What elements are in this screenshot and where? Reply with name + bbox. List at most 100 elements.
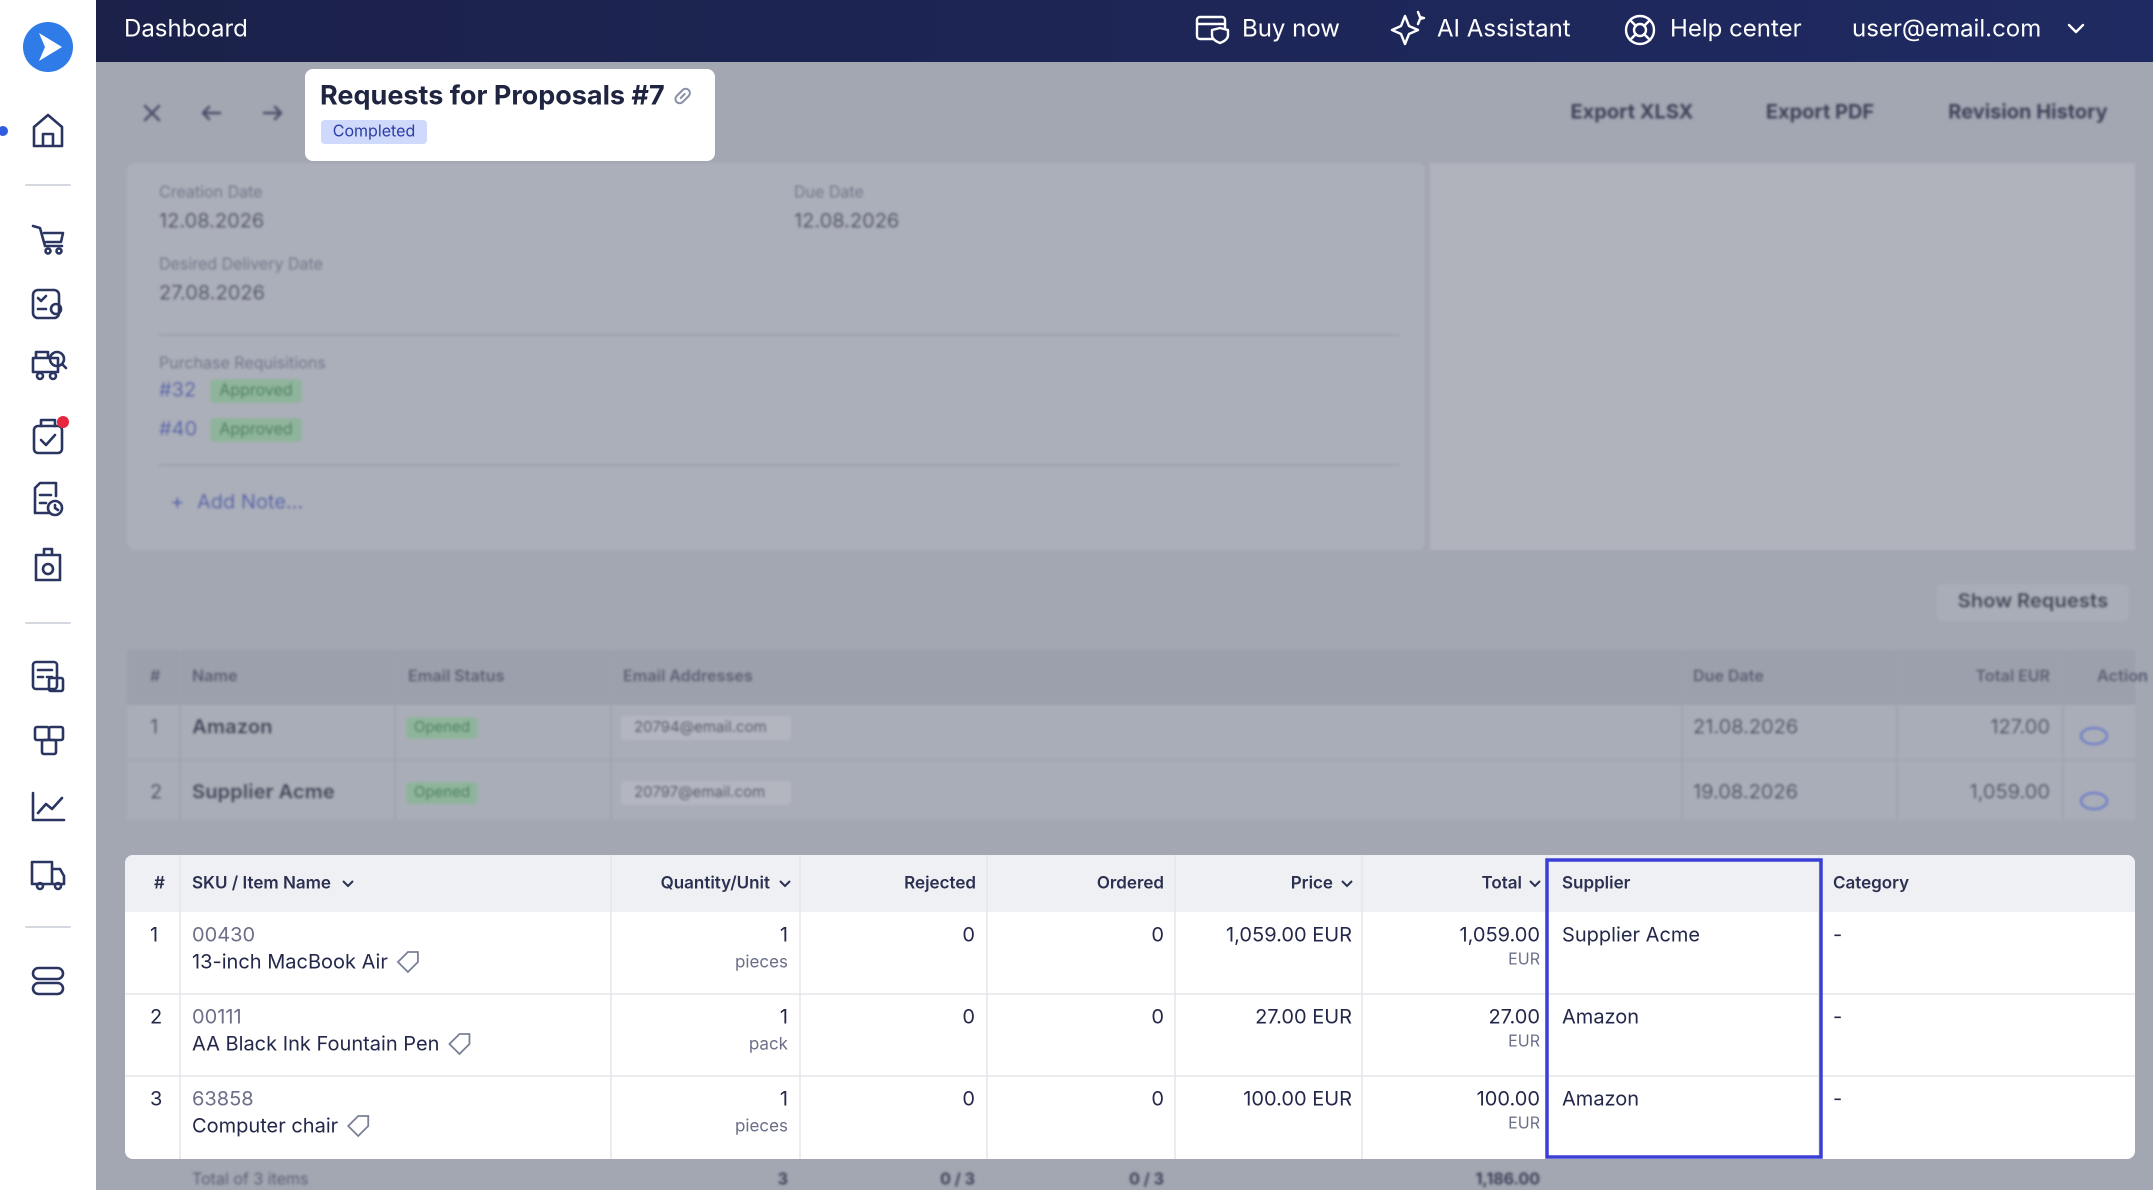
tag-icon [396, 951, 419, 974]
link-icon[interactable] [674, 87, 691, 105]
category: - [1833, 1004, 1842, 1028]
quantity: 1 [780, 922, 788, 946]
help-icon [1624, 14, 1656, 46]
rejected: 0 [962, 922, 975, 946]
footer-ordered: 0 / 3 [1129, 1168, 1164, 1188]
ordered: 0 [1151, 922, 1164, 946]
currency: EUR [1508, 948, 1540, 968]
view-icon [2079, 726, 2109, 746]
row-number: 1 [150, 922, 158, 946]
cell: 1,059.00 [1969, 779, 2050, 803]
active-dot [0, 126, 8, 136]
column-header: SKU / Item Name [192, 874, 331, 894]
column-header: Price [1291, 874, 1333, 894]
requisition-status: Approved [219, 379, 292, 399]
row-number: 2 [150, 1004, 162, 1028]
ordered: 0 [1151, 1086, 1164, 1110]
category: - [1833, 1086, 1842, 1110]
supplier: Supplier Acme [1562, 922, 1700, 946]
unit: pack [749, 1035, 789, 1055]
ai-assistant[interactable]: AI Assistant [1437, 14, 1571, 43]
show-requests-button[interactable] [1937, 584, 2129, 621]
price: 1,059.00 EUR [1226, 922, 1352, 946]
footer-quantity: 3 [778, 1168, 788, 1188]
requisition-link: #32 [159, 377, 196, 401]
tag-icon [448, 1033, 471, 1056]
logo-mark [39, 33, 62, 61]
field-value: 12.08.2026 [794, 208, 899, 232]
column-header: Email Addresses [623, 665, 753, 685]
cell: 127.00 [1990, 714, 2050, 738]
nav-icons[interactable] [25, 113, 71, 996]
details-panel [1430, 163, 2135, 550]
details-card [127, 163, 1425, 550]
field-value: 12.08.2026 [159, 208, 264, 232]
cell: 1 [150, 714, 158, 738]
column-header: Quantity/Unit [661, 874, 770, 894]
field-label: Due Date [794, 181, 864, 201]
unit: pieces [735, 953, 788, 973]
sku: 00430 [192, 922, 255, 946]
email-status: Opened [414, 717, 470, 736]
export-pdf[interactable]: Export PDF [1766, 99, 1874, 123]
supplier: Amazon [1562, 1086, 1639, 1110]
price: 27.00 EUR [1255, 1004, 1352, 1028]
sort-chevron [1341, 880, 1353, 888]
field-label: Purchase Requisitions [159, 352, 326, 372]
page-title: Dashboard [124, 14, 248, 43]
column-header: # [150, 665, 161, 685]
column-header: Ordered [1097, 874, 1164, 894]
sort-chevron [1529, 880, 1541, 888]
currency: EUR [1508, 1030, 1540, 1050]
cell: Amazon [192, 714, 273, 738]
total: 100.00 [1477, 1086, 1540, 1110]
export-xlsx[interactable]: Export XLSX [1571, 99, 1694, 123]
requisition-badge [210, 379, 302, 403]
email-chip [621, 781, 791, 805]
total: 1,059.00 [1459, 922, 1540, 946]
sort-chevron [779, 880, 791, 888]
rejected: 0 [962, 1004, 975, 1028]
tag-icon [346, 1115, 370, 1138]
column-header: Name [192, 665, 238, 685]
cell: 19.08.2026 [1693, 779, 1798, 803]
nav-arrows [143, 104, 283, 122]
email-status-badge [406, 782, 478, 804]
quantity: 1 [780, 1004, 788, 1028]
buy-now-icon [1195, 15, 1230, 45]
total: 27.00 [1488, 1004, 1540, 1028]
column-header: Rejected [904, 874, 976, 894]
column-header: # [154, 874, 165, 894]
status: Completed [333, 120, 416, 140]
rejected: 0 [962, 1086, 975, 1110]
items-header [125, 855, 2135, 912]
revision-history[interactable]: Revision History [1948, 99, 2107, 123]
column-header: Supplier [1562, 874, 1631, 894]
field-label: Desired Delivery Date [159, 253, 323, 273]
items-table [125, 855, 2135, 1159]
requisition-link: #40 [159, 416, 197, 440]
help-center[interactable]: Help center [1670, 14, 1802, 43]
footer-total: 1,186.00 [1476, 1168, 1541, 1188]
sku: 63858 [192, 1086, 254, 1110]
user-menu[interactable]: user@email.com [1852, 14, 2041, 43]
user-chevron [2067, 23, 2085, 34]
add-note[interactable]: Add Note... [197, 489, 303, 513]
document-title: Requests for Proposals #7 [320, 78, 665, 111]
supplier: Amazon [1562, 1004, 1639, 1028]
show-requests[interactable]: Show Requests [1958, 588, 2109, 612]
ai-icon [1390, 10, 1426, 46]
status-badge [321, 120, 427, 144]
requisition-status: Approved [219, 418, 292, 438]
row-number: 3 [150, 1086, 162, 1110]
unit: pieces [735, 1117, 788, 1137]
buy-now[interactable]: Buy now [1242, 14, 1340, 43]
email-status-badge [406, 717, 478, 739]
field-value: 27.08.2026 [159, 280, 265, 304]
footer-label: Total of 3 items [192, 1168, 308, 1188]
email-chip [621, 716, 791, 740]
sidebar [0, 0, 96, 1190]
column-header: Total [1481, 874, 1522, 894]
